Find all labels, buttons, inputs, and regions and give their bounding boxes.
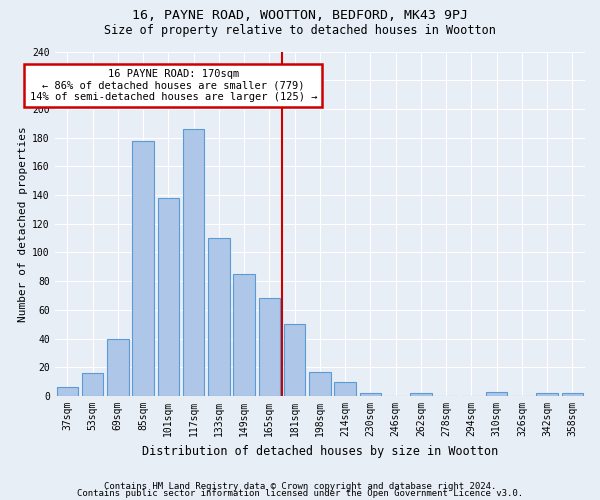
Bar [56, 388, 78, 396]
Bar [107, 338, 128, 396]
Bar [183, 129, 205, 396]
Bar [334, 382, 356, 396]
Text: Contains HM Land Registry data © Crown copyright and database right 2024.: Contains HM Land Registry data © Crown c… [104, 482, 496, 491]
Bar [410, 393, 431, 396]
Bar [359, 393, 381, 396]
Text: 16, PAYNE ROAD, WOOTTON, BEDFORD, MK43 9PJ: 16, PAYNE ROAD, WOOTTON, BEDFORD, MK43 9… [132, 9, 468, 22]
Text: Contains public sector information licensed under the Open Government Licence v3: Contains public sector information licen… [77, 490, 523, 498]
Bar [158, 198, 179, 396]
Bar [259, 298, 280, 396]
Text: Size of property relative to detached houses in Wootton: Size of property relative to detached ho… [104, 24, 496, 37]
Bar [208, 238, 230, 396]
Text: 16 PAYNE ROAD: 170sqm
← 86% of detached houses are smaller (779)
14% of semi-det: 16 PAYNE ROAD: 170sqm ← 86% of detached … [29, 68, 317, 102]
Bar [233, 274, 255, 396]
X-axis label: Distribution of detached houses by size in Wootton: Distribution of detached houses by size … [142, 444, 498, 458]
Bar [284, 324, 305, 396]
Bar [82, 373, 103, 396]
Bar [486, 392, 508, 396]
Bar [133, 140, 154, 396]
Bar [562, 393, 583, 396]
Bar [309, 372, 331, 396]
Bar [536, 393, 558, 396]
Y-axis label: Number of detached properties: Number of detached properties [18, 126, 28, 322]
